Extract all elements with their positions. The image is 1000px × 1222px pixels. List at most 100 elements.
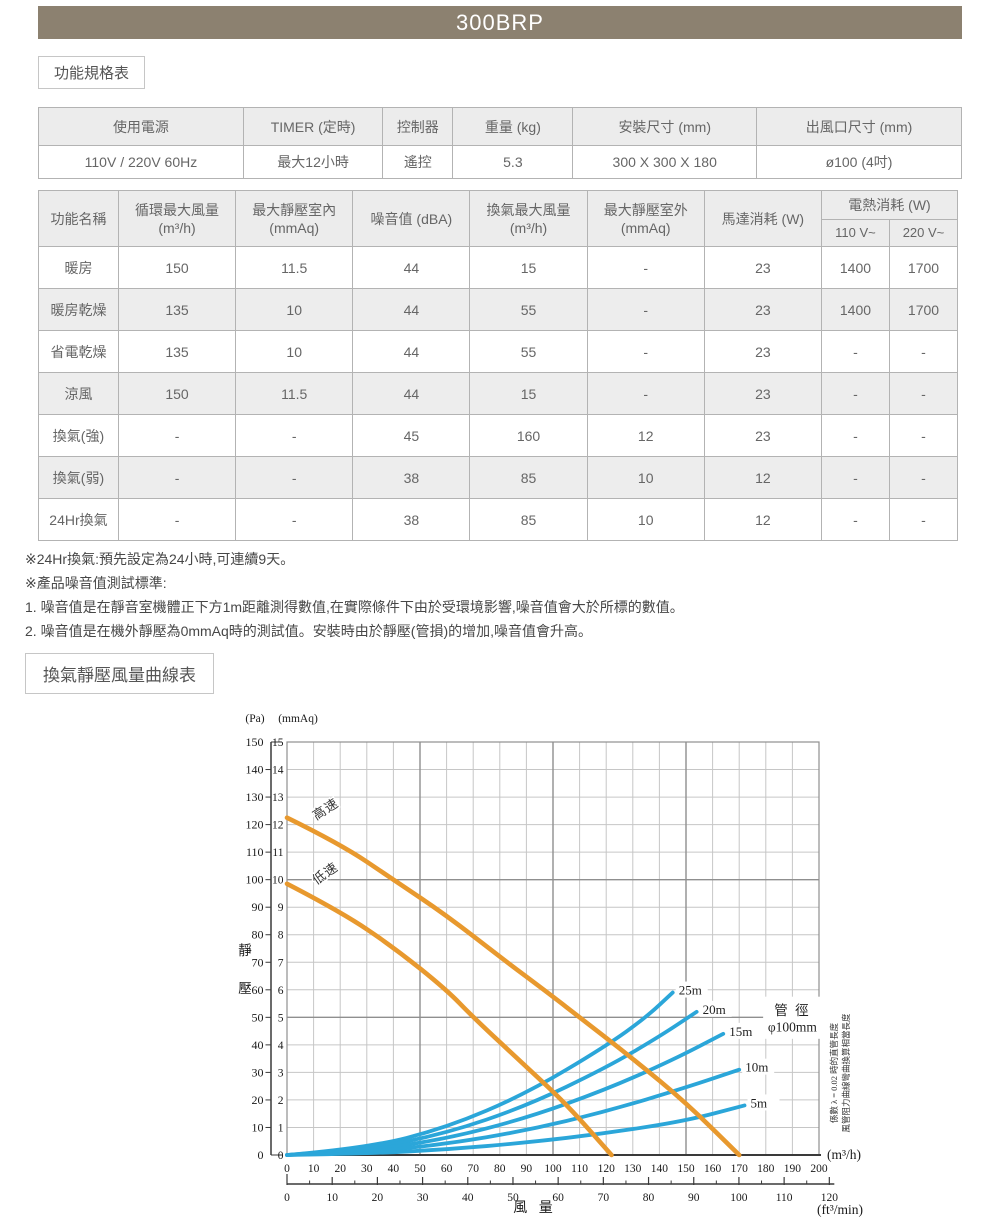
function-header-cell: 噪音值 (dBA) — [352, 190, 471, 247]
function-value-cell: - — [235, 498, 354, 541]
function-value-cell: 1400 — [820, 288, 890, 331]
fan-curve-高速 — [284, 815, 742, 1158]
x2-tick-label: 90 — [688, 1192, 700, 1204]
mmaq-tick-label: 1 — [278, 1122, 284, 1134]
function-table-row: 換氣(弱) - -38 85 10 12- - — [38, 456, 959, 499]
x2-tick-label: 110 — [776, 1192, 793, 1204]
pa-tick-label: 10 — [252, 1120, 264, 1134]
mmaq-tick-label: 2 — [278, 1095, 284, 1107]
x-tick-label: 60 — [441, 1163, 453, 1175]
x-tick-label: 70 — [467, 1163, 479, 1175]
y-axis-label: 靜 — [238, 943, 252, 958]
function-table-row: 24Hr換氣 - -38 85 10 12- - — [38, 498, 959, 541]
mmaq-tick-label: 8 — [278, 930, 284, 942]
fan-curve-label-高速: 高速 — [310, 795, 342, 823]
spec-table-body: 110V / 220V 60Hz 最大12小時 遙控 5.3 300 X 300 X 1… — [38, 145, 962, 179]
pa-unit-label: (Pa) — [245, 713, 264, 725]
duct-label-bg — [747, 1094, 780, 1111]
spec-header-cell: 使用電源 — [38, 107, 244, 146]
function-value-cell: 135 — [117, 288, 237, 331]
footnote-line: ※24Hr換氣:預先設定為24小時,可連續9天。 — [25, 551, 295, 567]
function-table-body: 暖房 150 11.5 44 15-23 1400 1700 暖房乾燥 135 10 44 55-23… — [38, 246, 959, 541]
x2-tick-label: 60 — [552, 1192, 564, 1204]
pressure-airflow-chart: 0 10 20 30 40 50 60 70 80 90 100 110 120 130 140 150 0 1 2… — [225, 703, 1000, 1222]
function-value-cell: 85 — [469, 498, 588, 541]
mmaq-tick-label: 14 — [272, 765, 284, 777]
function-value-cell: 1700 — [888, 288, 959, 331]
duct-curve-label: 5m — [751, 1095, 768, 1110]
function-header-cell: 換氣最大風量 (m³/h) — [469, 190, 588, 247]
x-unit-primary: (m³/h) — [827, 1147, 861, 1162]
x-tick-label: 140 — [651, 1163, 669, 1175]
function-header-subcell: 110 V~ — [820, 219, 890, 247]
function-value-cell: - — [888, 330, 959, 373]
legend-line2: φ100mm — [768, 1020, 818, 1035]
function-name-cell: 24Hr換氣 — [38, 498, 119, 541]
function-value-cell: - — [235, 414, 354, 457]
function-value-cell: - — [888, 414, 959, 457]
x2-tick-label: 70 — [598, 1192, 610, 1204]
function-table-row: 暖房乾燥 135 10 44 55-23 1400 1700 — [38, 288, 959, 331]
function-value-cell: - — [820, 414, 890, 457]
function-name-cell: 暖房 — [38, 246, 119, 289]
x-tick-label: 190 — [784, 1163, 802, 1175]
function-value-cell: - — [888, 456, 959, 499]
pa-tick-label: 130 — [246, 790, 264, 804]
spec-table-header: 使用電源 TIMER (定時) 控制器 重量 (kg) 安裝尺寸 (mm) 出風口尺寸 (… — [38, 107, 962, 146]
pa-tick-label: 0 — [258, 1148, 264, 1162]
x-tick-label: 50 — [414, 1163, 426, 1175]
chart-canvas: 0102030405060708090100110120130140150012… — [238, 713, 863, 1217]
chart-side-note-2: 係數 λ = 0.02 時的直管長度 — [829, 1022, 839, 1123]
function-value-cell: - — [586, 330, 705, 373]
mmaq-tick-label: 13 — [272, 792, 284, 804]
pa-tick-label: 120 — [246, 818, 264, 832]
page-title: 300BRP — [38, 6, 962, 39]
function-value-cell: 10 — [586, 498, 705, 541]
function-header-cell: 最大靜壓室內 (mmAq) — [235, 190, 354, 247]
x-tick-label: 200 — [810, 1163, 828, 1175]
x2-tick-label: 20 — [372, 1192, 384, 1204]
x2-tick-label: 80 — [643, 1192, 655, 1204]
duct-curve-label: 25m — [679, 983, 702, 998]
duct-curve-5m — [285, 1103, 747, 1157]
function-value-cell: 45 — [352, 414, 471, 457]
function-header-cell: 電熱消耗 (W) — [820, 190, 959, 220]
fan-curve-label-低速: 低速 — [309, 859, 341, 887]
function-value-cell: - — [586, 288, 705, 331]
x2-tick-label: 30 — [417, 1192, 429, 1204]
pa-tick-label: 110 — [246, 845, 264, 859]
function-value-cell: - — [117, 456, 237, 499]
function-name-cell: 換氣(強) — [38, 414, 119, 457]
function-value-cell: - — [235, 456, 354, 499]
function-value-cell: 23 — [703, 246, 822, 289]
spec-header-cell: 安裝尺寸 (mm) — [572, 107, 758, 146]
mmaq-tick-label: 5 — [278, 1012, 284, 1024]
x2-tick-label: 10 — [326, 1192, 338, 1204]
function-value-cell: 23 — [703, 414, 822, 457]
duct-curve-label: 20m — [703, 1002, 726, 1017]
function-value-cell: 38 — [352, 456, 471, 499]
function-value-cell: 12 — [703, 456, 822, 499]
spec-header-cell: 重量 (kg) — [452, 107, 574, 146]
x-tick-label: 0 — [284, 1163, 290, 1175]
x-tick-label: 170 — [731, 1163, 749, 1175]
function-name-cell: 暖房乾燥 — [38, 288, 119, 331]
function-value-cell: 150 — [117, 372, 237, 415]
function-value-cell: 12 — [586, 414, 705, 457]
section-label-spec-table: 功能規格表 — [38, 56, 146, 89]
pa-tick-label: 70 — [252, 955, 264, 969]
pa-tick-label: 20 — [252, 1093, 264, 1107]
function-header-cell: 馬達消耗 (W) — [703, 190, 822, 247]
spec-value-cell: 5.3 — [452, 145, 574, 179]
footnotes: ※24Hr換氣:預先設定為24小時,可連續9天。 ※產品噪音值測試標準: 1. 噪音… — [25, 547, 684, 643]
function-name-cell: 省電乾燥 — [38, 330, 119, 373]
function-value-cell: - — [117, 498, 237, 541]
function-value-cell: 44 — [352, 288, 471, 331]
pa-tick-label: 50 — [252, 1010, 264, 1024]
x-tick-label: 20 — [334, 1163, 346, 1175]
pa-tick-label: 60 — [252, 983, 264, 997]
pa-tick-label: 140 — [246, 763, 264, 777]
function-value-cell: - — [820, 372, 890, 415]
function-value-cell: 160 — [469, 414, 588, 457]
